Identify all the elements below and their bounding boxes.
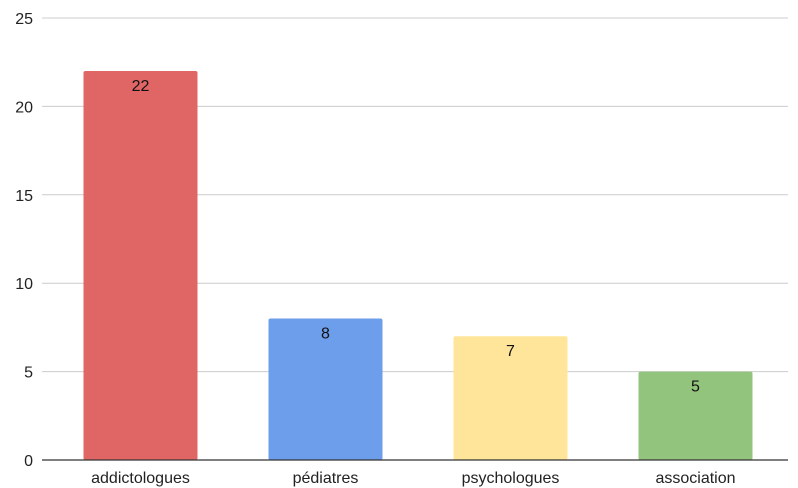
data-label: 5: [691, 379, 700, 396]
bar-pédiatres[interactable]: [268, 318, 383, 460]
bars: [83, 71, 753, 460]
x-axis-categories: addictologues pédiatres psychologues associ…: [91, 470, 735, 487]
y-tick-label: 0: [24, 453, 33, 470]
data-label: 8: [321, 326, 330, 343]
x-category-label: association: [655, 470, 735, 487]
bar-association[interactable]: [638, 371, 753, 460]
bar-psychologues[interactable]: [453, 336, 568, 460]
y-tick-label: 25: [15, 11, 33, 28]
data-label: 22: [132, 78, 150, 95]
y-axis-ticks: 0 5 10 15 20 25: [15, 11, 33, 470]
y-tick-label: 15: [15, 188, 33, 205]
bar-addictologues[interactable]: [83, 71, 198, 460]
y-tick-label: 5: [24, 365, 33, 382]
x-category-label: psychologues: [462, 470, 560, 487]
x-category-label: addictologues: [91, 470, 190, 487]
y-tick-label: 20: [15, 99, 33, 116]
y-tick-label: 10: [15, 276, 33, 293]
x-category-label: pédiatres: [293, 470, 359, 487]
data-label: 7: [506, 343, 515, 360]
data-labels: 22 8 7 5: [132, 78, 700, 396]
